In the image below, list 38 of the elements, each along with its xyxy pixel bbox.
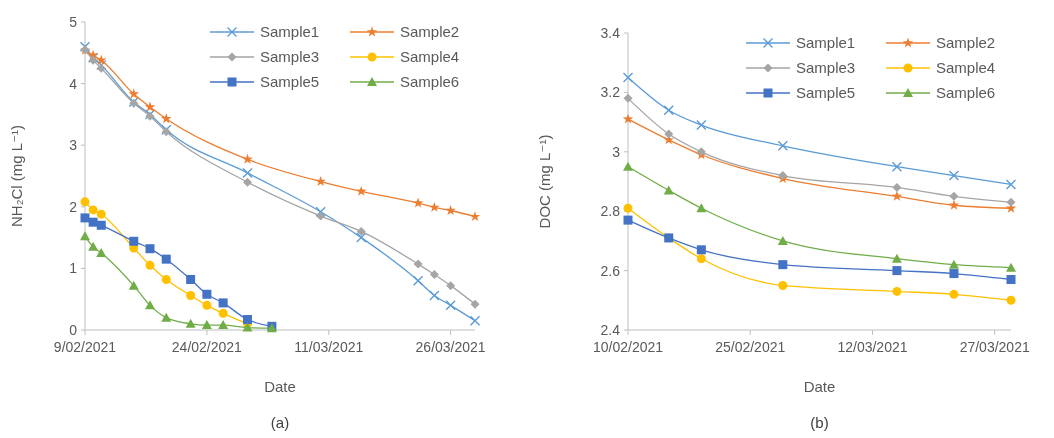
x-axis-title: Date [264, 378, 296, 395]
y-tick-label: 0 [69, 321, 78, 338]
y-tick-label: 2.4 [600, 321, 621, 338]
legend-label: Sample3 [260, 48, 320, 66]
legend-label: Sample1 [796, 34, 856, 52]
y-axis-title: NH₂Cl (mg L⁻¹) [8, 124, 25, 228]
legend-label: Sample4 [936, 59, 996, 77]
legend-label: Sample5 [260, 73, 320, 91]
legend-label: Sample2 [936, 34, 996, 52]
y-tick-label: 5 [69, 13, 78, 30]
text: (a) [270, 414, 290, 431]
y-tick-label: 3 [612, 143, 621, 160]
legend-label: Sample6 [400, 73, 460, 91]
y-tick-label: 3.4 [600, 24, 621, 41]
legend-label: Sample2 [400, 23, 460, 41]
x-tick-label: 25/02/2021 [715, 339, 786, 355]
x-tick-label: 11/03/2021 [294, 339, 364, 355]
x-tick-label: 10/02/2021 [592, 339, 664, 355]
legend-label: Sample6 [936, 84, 996, 102]
legend-label: Sample1 [260, 23, 320, 41]
x-tick-label: 27/03/2021 [959, 339, 1030, 355]
y-tick-label: 3 [69, 137, 78, 154]
y-tick-label: 4 [69, 75, 78, 92]
x-tick-label: 12/03/2021 [837, 339, 908, 355]
x-tick-label: 26/03/2021 [415, 339, 486, 355]
y-tick-label: 2.8 [600, 203, 621, 220]
text: (b) [810, 414, 829, 431]
y-tick-label: 2.6 [600, 262, 621, 279]
x-axis-title: Date [803, 378, 836, 395]
y-tick-label: 3.2 [600, 84, 621, 101]
y-tick-label: 1 [69, 260, 78, 277]
legend-label: Sample5 [796, 84, 856, 102]
y-tick-label: 2 [69, 198, 78, 215]
legend-label: Sample4 [400, 48, 460, 66]
legend-label: Sample3 [796, 59, 856, 77]
y-axis-title: DOC (mg L⁻¹) [536, 134, 553, 229]
x-tick-label: 24/02/2021 [171, 339, 243, 355]
x-tick-label: 9/02/2021 [53, 339, 117, 355]
